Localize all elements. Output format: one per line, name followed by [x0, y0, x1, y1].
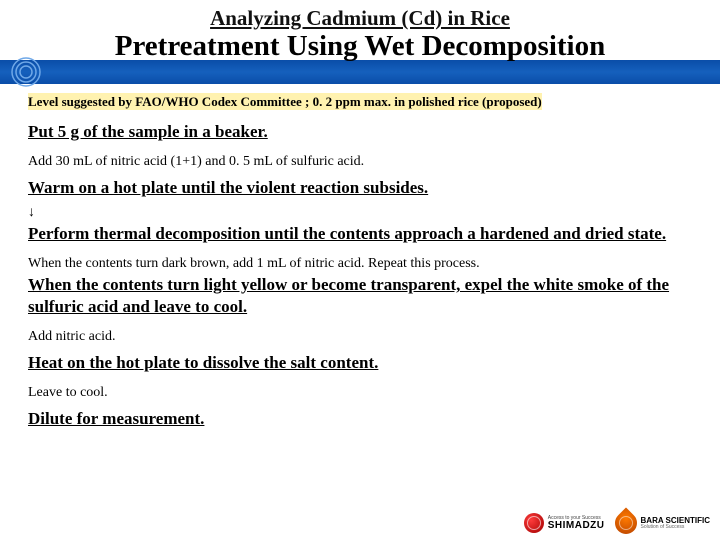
step-8: Heat on the hot plate to dissolve the sa…: [28, 352, 692, 374]
step-4: Perform thermal decomposition until the …: [28, 223, 692, 245]
level-notice-text: Level suggested by FAO/WHO Codex Committ…: [28, 93, 542, 110]
down-arrow-icon: ↓: [28, 205, 692, 221]
bara-tagline: Solution of Success: [641, 525, 710, 530]
shimadzu-globe-icon: [524, 513, 544, 533]
header-bar: [0, 60, 720, 84]
procedure-content: Level suggested by FAO/WHO Codex Committ…: [28, 93, 692, 430]
bara-logo: BARA SCIENTIFIC Solution of Success: [615, 512, 710, 534]
step-2: Add 30 mL of nitric acid (1+1) and 0. 5 …: [28, 153, 692, 171]
step-7: Add nitric acid.: [28, 328, 692, 346]
footer-logos: Access to your Success SHIMADZU BARA SCI…: [524, 512, 710, 534]
bara-badge-icon: [610, 507, 641, 538]
page-title: Pretreatment Using Wet Decomposition: [0, 30, 720, 63]
level-notice: Level suggested by FAO/WHO Codex Committ…: [28, 93, 692, 111]
page-super-title: Analyzing Cadmium (Cd) in Rice: [0, 6, 720, 31]
step-5: When the contents turn dark brown, add 1…: [28, 255, 692, 273]
shimadzu-logo: Access to your Success SHIMADZU: [524, 513, 605, 533]
shimadzu-name: SHIMADZU: [548, 521, 605, 531]
bara-text: BARA SCIENTIFIC Solution of Success: [641, 517, 710, 530]
shimadzu-text: Access to your Success SHIMADZU: [548, 516, 605, 531]
step-9: Leave to cool.: [28, 384, 692, 402]
step-10: Dilute for measurement.: [28, 408, 692, 430]
step-3: Warm on a hot plate until the violent re…: [28, 177, 692, 199]
step-1: Put 5 g of the sample in a beaker.: [28, 121, 692, 143]
step-6: When the contents turn light yellow or b…: [28, 274, 692, 318]
